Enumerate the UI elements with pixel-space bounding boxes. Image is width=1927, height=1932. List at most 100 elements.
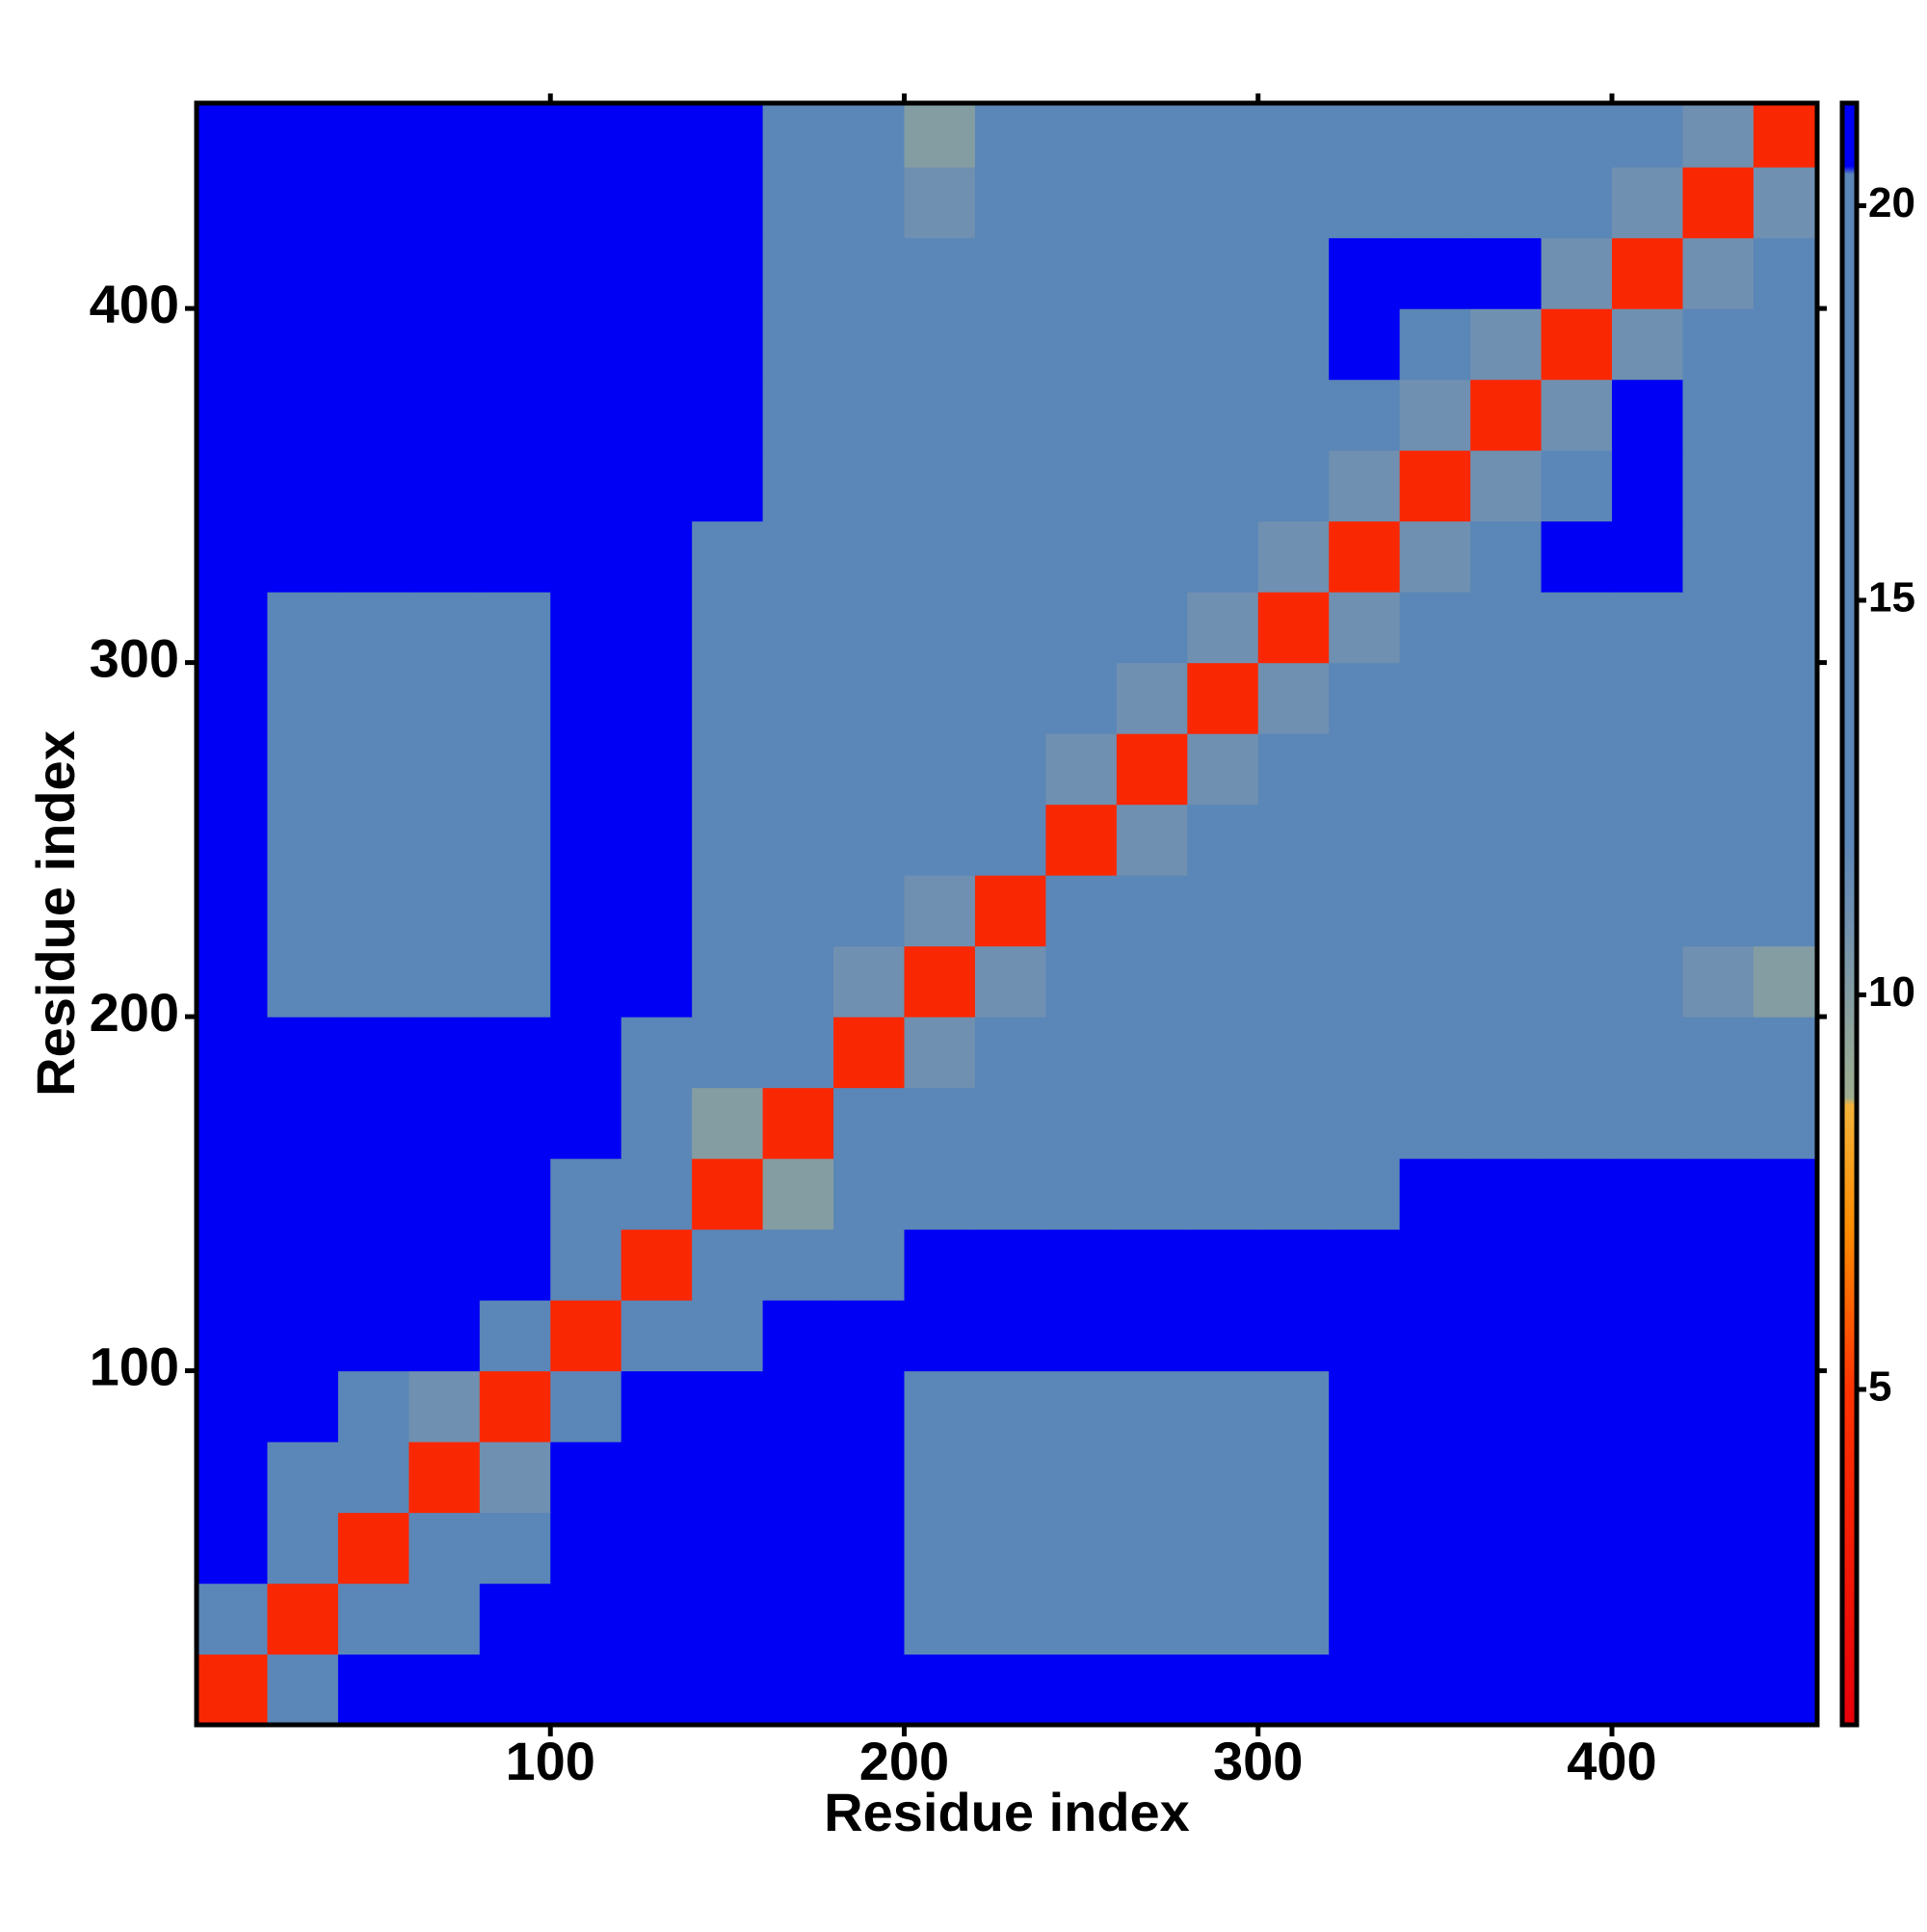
- heatmap-cell: [479, 1300, 551, 1372]
- heatmap-cell: [1045, 945, 1118, 1018]
- heatmap-cell: [1399, 520, 1471, 593]
- plot-frame: [194, 100, 1820, 1728]
- heatmap-cell: [1611, 1654, 1684, 1726]
- heatmap-cell: [1045, 1229, 1118, 1301]
- heatmap-cell: [337, 167, 409, 239]
- heatmap-cell: [1682, 804, 1755, 876]
- heatmap-cell: [479, 733, 551, 806]
- heatmap-cell: [479, 592, 551, 664]
- heatmap-cell: [409, 103, 481, 168]
- heatmap-cell: [1187, 875, 1259, 947]
- heatmap-cell: [974, 167, 1046, 239]
- heatmap-cell: [409, 1370, 481, 1442]
- colorbar-tick-label: 20: [1868, 179, 1915, 226]
- heatmap-cell: [479, 1512, 551, 1584]
- heatmap-cell: [974, 1512, 1046, 1584]
- heatmap-cell: [1187, 1017, 1259, 1089]
- heatmap-cell: [267, 875, 339, 947]
- heatmap-cell: [974, 1370, 1046, 1442]
- heatmap-cell: [1257, 1583, 1330, 1655]
- heatmap-cell: [267, 1087, 339, 1159]
- heatmap-cell: [337, 1512, 409, 1584]
- heatmap-cell: [550, 733, 622, 806]
- heatmap-cell: [1045, 103, 1118, 168]
- heatmap-cell: [1611, 1370, 1684, 1442]
- heatmap-cell: [1116, 103, 1188, 168]
- heatmap-cell: [762, 1370, 834, 1442]
- heatmap-cell: [833, 1370, 906, 1442]
- heatmap-cell: [409, 167, 481, 239]
- heatmap-cell: [550, 1087, 622, 1159]
- heatmap-cell: [1399, 1087, 1471, 1159]
- heatmap-cell: [479, 103, 551, 168]
- heatmap-cell: [1541, 520, 1613, 593]
- heatmap-cell: [479, 1654, 551, 1726]
- heatmap-cell: [1399, 1370, 1471, 1442]
- heatmap-cell: [197, 237, 269, 309]
- heatmap-cell: [267, 1442, 339, 1514]
- heatmap-cell: [620, 237, 693, 309]
- heatmap-cell: [1187, 1442, 1259, 1514]
- heatmap-cell: [197, 1512, 269, 1584]
- heatmap-cell: [1753, 1017, 1818, 1089]
- heatmap-cell: [550, 1300, 622, 1372]
- heatmap-cell: [1187, 103, 1259, 168]
- heatmap-cell: [1611, 237, 1684, 309]
- heatmap-cell: [1682, 875, 1755, 947]
- heatmap-cell: [1329, 1017, 1401, 1089]
- heatmap-cell: [692, 450, 764, 522]
- heatmap-cell: [904, 733, 976, 806]
- heatmap-cell: [1187, 167, 1259, 239]
- heatmap-cell: [1399, 1158, 1471, 1231]
- heatmap-cell: [1329, 733, 1401, 806]
- heatmap-cell: [197, 103, 269, 168]
- heatmap-cell: [1541, 1583, 1613, 1655]
- heatmap-cell: [1753, 520, 1818, 593]
- heatmap-cell: [479, 1017, 551, 1089]
- heatmap-cell: [409, 733, 481, 806]
- heatmap-cell: [1470, 1158, 1543, 1231]
- heatmap-cell: [974, 875, 1046, 947]
- heatmap-cell: [1753, 1300, 1818, 1372]
- heatmap-cell: [550, 804, 622, 876]
- heatmap-cell: [762, 1229, 834, 1301]
- heatmap-cell: [409, 1229, 481, 1301]
- heatmap-cell: [1116, 1017, 1188, 1089]
- heatmap-cell: [974, 1442, 1046, 1514]
- heatmap-cell: [1116, 1300, 1188, 1372]
- heatmap-cell: [1753, 945, 1818, 1018]
- heatmap-cell: [1470, 592, 1543, 664]
- heatmap-cell: [550, 520, 622, 593]
- heatmap-cell: [1541, 875, 1613, 947]
- heatmap-cell: [1753, 733, 1818, 806]
- heatmap-cell: [479, 662, 551, 734]
- heatmap-cell: [1329, 237, 1401, 309]
- heatmap-cell: [197, 1442, 269, 1514]
- heatmap-cell: [620, 379, 693, 451]
- heatmap-cell: [1257, 875, 1330, 947]
- heatmap-cell: [1682, 379, 1755, 451]
- heatmap-cell: [337, 1017, 409, 1089]
- heatmap-cell: [479, 945, 551, 1018]
- heatmap-cell: [550, 450, 622, 522]
- heatmap-cell: [1257, 237, 1330, 309]
- heatmap-cell: [904, 592, 976, 664]
- heatmap-cell: [762, 1512, 834, 1584]
- heatmap-cell: [409, 804, 481, 876]
- heatmap-cell: [1753, 1512, 1818, 1584]
- heatmap-cell: [1045, 1158, 1118, 1231]
- heatmap-cell: [1753, 1087, 1818, 1159]
- heatmap-cell: [267, 308, 339, 381]
- heatmap-cell: [620, 875, 693, 947]
- heatmap-cell: [1753, 1158, 1818, 1231]
- heatmap-cell: [409, 1583, 481, 1655]
- heatmap-cell: [620, 1442, 693, 1514]
- heatmap-cell: [409, 450, 481, 522]
- heatmap-cell: [409, 1442, 481, 1514]
- heatmap-cell: [1045, 1442, 1118, 1514]
- heatmap-cell: [1682, 1017, 1755, 1089]
- heatmap-cell: [1399, 662, 1471, 734]
- heatmap-cell: [1682, 1229, 1755, 1301]
- heatmap-cell: [267, 379, 339, 451]
- heatmap-cell: [337, 733, 409, 806]
